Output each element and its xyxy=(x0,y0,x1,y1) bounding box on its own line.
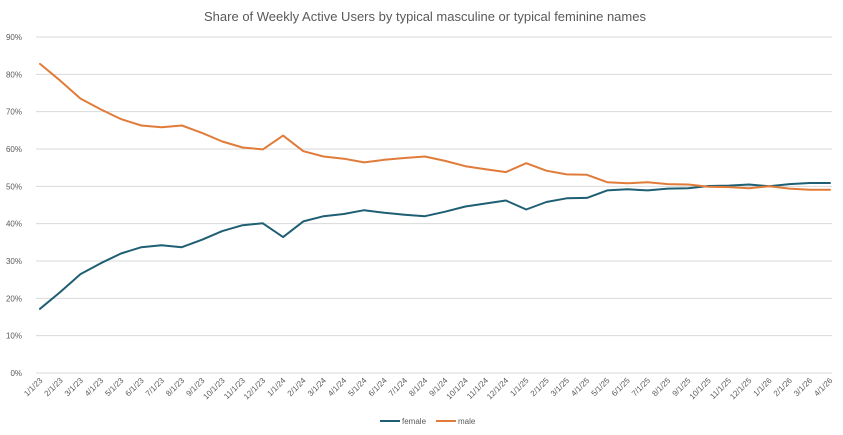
legend-label-male: male xyxy=(458,417,476,426)
x-axis-tick-labels: 1/1/232/1/233/1/234/1/235/1/236/1/237/1/… xyxy=(22,376,834,402)
x-tick-label: 2/1/24 xyxy=(286,376,308,398)
x-tick-label: 2/1/25 xyxy=(529,376,551,398)
y-axis-tick-labels: 0% 10% 20% 30% 40% 50% 60% 70% 80% 90% xyxy=(6,33,22,378)
x-tick-label: 1/1/24 xyxy=(265,376,287,398)
x-tick-label: 3/1/25 xyxy=(549,376,571,398)
legend-label-female: female xyxy=(402,417,427,426)
x-tick-label: 7/1/24 xyxy=(387,376,409,398)
x-tick-label: 8/1/24 xyxy=(407,376,429,398)
series-line-female xyxy=(39,182,831,310)
x-tick-label: 1/1/25 xyxy=(508,376,530,398)
x-tick-label: 4/1/24 xyxy=(326,376,348,398)
x-tick-label: 3/1/24 xyxy=(306,376,328,398)
x-tick-label: 10/1/23 xyxy=(201,376,227,402)
x-tick-label: 4/1/26 xyxy=(812,376,834,398)
x-tick-label: 7/1/23 xyxy=(144,376,166,398)
y-tick-label: 60% xyxy=(6,145,22,154)
y-tick-label: 90% xyxy=(6,33,22,42)
x-tick-label: 3/1/23 xyxy=(63,376,85,398)
x-tick-label: 10/1/24 xyxy=(445,376,471,402)
y-tick-label: 50% xyxy=(6,182,22,191)
x-tick-label: 12/1/24 xyxy=(485,376,511,402)
x-tick-label: 10/1/25 xyxy=(688,376,714,402)
x-tick-label: 4/1/23 xyxy=(83,376,105,398)
legend: female male xyxy=(380,417,476,426)
series-lines xyxy=(39,62,831,310)
x-tick-label: 5/1/25 xyxy=(589,376,611,398)
x-tick-label: 6/1/23 xyxy=(124,376,146,398)
x-tick-label: 4/1/25 xyxy=(569,376,591,398)
x-tick-label: 6/1/24 xyxy=(367,376,389,398)
x-tick-label: 5/1/24 xyxy=(346,376,368,398)
x-tick-label: 8/1/25 xyxy=(650,376,672,398)
y-tick-label: 10% xyxy=(6,332,22,341)
series-line-male xyxy=(39,62,831,191)
y-tick-label: 20% xyxy=(6,294,22,303)
x-tick-label: 2/1/23 xyxy=(43,376,65,398)
x-tick-label: 1/1/26 xyxy=(752,376,774,398)
x-tick-label: 12/1/23 xyxy=(242,376,268,402)
x-tick-label: 12/1/25 xyxy=(728,376,754,402)
y-tick-label: 30% xyxy=(6,257,22,266)
x-tick-label: 7/1/25 xyxy=(630,376,652,398)
x-tick-label: 5/1/23 xyxy=(103,376,125,398)
x-tick-label: 1/1/23 xyxy=(22,376,44,398)
y-tick-label: 80% xyxy=(6,70,22,79)
x-tick-label: 6/1/25 xyxy=(610,376,632,398)
chart-title: Share of Weekly Active Users by typical … xyxy=(204,9,646,24)
x-tick-label: 2/1/26 xyxy=(772,376,794,398)
y-tick-label: 0% xyxy=(10,369,22,378)
gridlines xyxy=(36,36,832,374)
y-tick-label: 70% xyxy=(6,108,22,117)
x-tick-label: 8/1/23 xyxy=(164,376,186,398)
x-tick-label: 3/1/26 xyxy=(792,376,814,398)
y-tick-label: 40% xyxy=(6,220,22,229)
